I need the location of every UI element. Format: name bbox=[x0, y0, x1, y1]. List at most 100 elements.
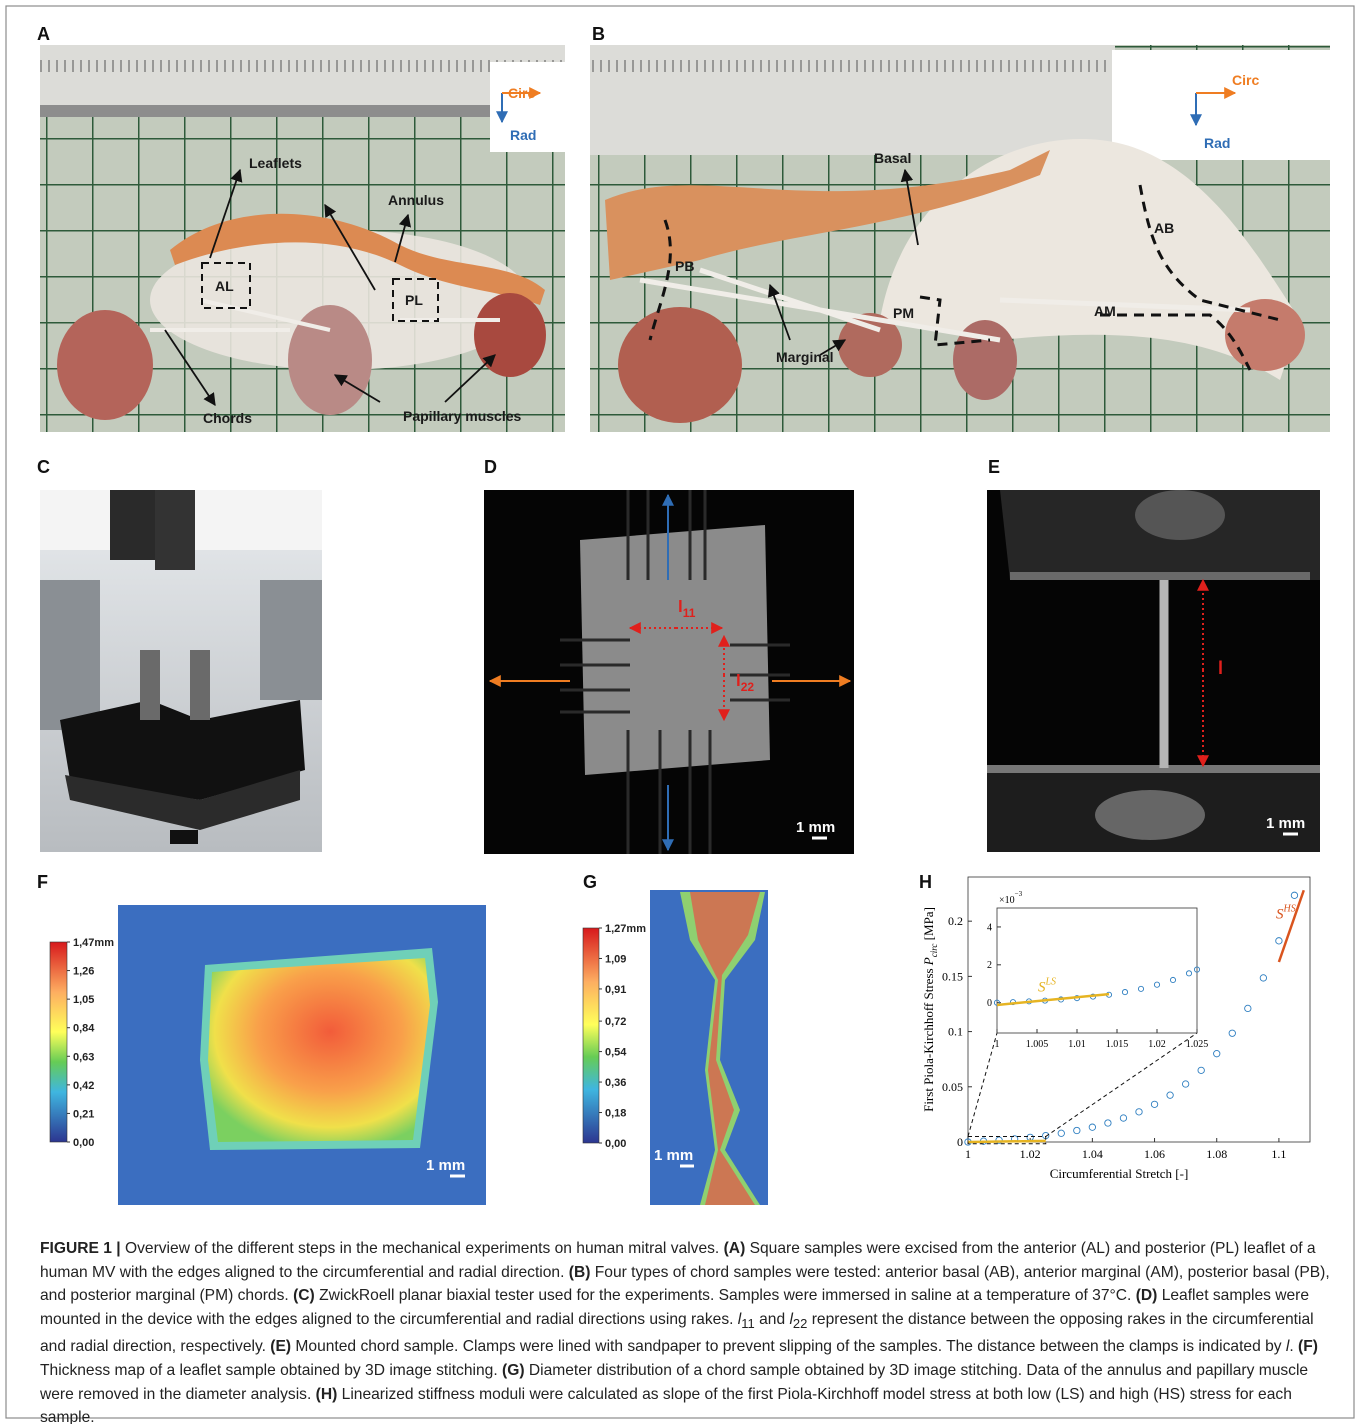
photo-shape bbox=[57, 310, 153, 420]
annotation: Annulus bbox=[388, 192, 444, 208]
photo-shape bbox=[190, 650, 210, 720]
photo-d bbox=[484, 490, 854, 854]
plot-frame bbox=[997, 908, 1197, 1033]
panel-label: C bbox=[37, 457, 50, 477]
x-tick-label: 1.015 bbox=[1106, 1039, 1129, 1050]
annotation: Marginal bbox=[776, 349, 834, 365]
photo-shape bbox=[1095, 790, 1205, 840]
caption-part-label: (C) bbox=[293, 1287, 315, 1304]
axis-title-part: First Piola-Kirchhoff Stress bbox=[921, 965, 936, 1112]
annotation: Papillary muscles bbox=[403, 408, 522, 424]
colorbar-label: 1,09 bbox=[605, 953, 626, 965]
x-axis-title: Circumferential Stretch [-] bbox=[1050, 1166, 1189, 1181]
caption-text: ZwickRoell planar biaxial tester used fo… bbox=[319, 1287, 1131, 1304]
colorbar-label: 0,63 bbox=[73, 1051, 94, 1063]
photo-shape bbox=[987, 765, 1320, 773]
annotation: Basal bbox=[874, 150, 911, 166]
annotation: Circ bbox=[1232, 72, 1259, 88]
figure-page: A B C D E F G H Circ Rad Leaflets Annulu… bbox=[0, 0, 1360, 1424]
x-tick-label: 1.02 bbox=[1148, 1039, 1166, 1050]
photo-shape bbox=[1010, 572, 1310, 580]
colorbar-label: 0,00 bbox=[73, 1137, 94, 1149]
caption-text: 11 bbox=[741, 1316, 755, 1331]
x-tick-label: 1.1 bbox=[1271, 1147, 1286, 1161]
panel-label: A bbox=[37, 24, 50, 44]
x-tick-label: 1.02 bbox=[1020, 1147, 1041, 1161]
x-tick-label: 1.06 bbox=[1144, 1147, 1165, 1161]
x-tick-label: 1.01 bbox=[1068, 1039, 1086, 1050]
scale-bar-label: 1 mm bbox=[426, 1157, 465, 1174]
colorbar-label: 0,54 bbox=[605, 1047, 627, 1059]
fit-line bbox=[968, 1141, 1046, 1142]
caption-part-label: (G) bbox=[502, 1362, 525, 1379]
caption-part-label: (E) bbox=[270, 1338, 291, 1355]
colorbar-label: 1,05 bbox=[73, 994, 94, 1006]
panel-label: H bbox=[919, 872, 932, 892]
annotation: PL bbox=[405, 292, 423, 308]
colorbar-label: 0,84 bbox=[73, 1023, 95, 1035]
x-tick-label: 1.005 bbox=[1026, 1039, 1049, 1050]
annotation: Circ bbox=[508, 85, 535, 101]
x-tick-label: 1.04 bbox=[1082, 1147, 1103, 1161]
scale-bar-label: 1 mm bbox=[796, 819, 835, 836]
panel-label: G bbox=[583, 872, 597, 892]
caption-text: Thickness map of a leaflet sample obtain… bbox=[40, 1362, 498, 1379]
panel-label: D bbox=[484, 457, 497, 477]
label-sup: HS bbox=[1283, 903, 1296, 914]
colorbar-label: 1,47mm bbox=[73, 937, 114, 949]
caption-text: . bbox=[1289, 1338, 1293, 1355]
colorbar-label: 0,00 bbox=[605, 1138, 626, 1150]
label-sup: LS bbox=[1044, 977, 1056, 988]
y-tick-label: 0 bbox=[987, 998, 992, 1009]
colorbar-label: 1,26 bbox=[73, 966, 94, 978]
annotation: Rad bbox=[510, 127, 536, 143]
caption-text: Mounted chord sample. Clamps were lined … bbox=[295, 1338, 1285, 1355]
x-tick-label: 1.08 bbox=[1206, 1147, 1227, 1161]
caption-text: and bbox=[755, 1311, 790, 1328]
y-tick-label: 4 bbox=[987, 922, 992, 933]
photo-shape bbox=[260, 580, 322, 700]
annotation: PM bbox=[893, 305, 914, 321]
caption-intro: Overview of the different steps in the m… bbox=[125, 1240, 719, 1257]
annotation: Leaflets bbox=[249, 155, 302, 171]
photo-shape bbox=[140, 650, 160, 720]
photo-a bbox=[40, 45, 565, 432]
photo-shape bbox=[40, 105, 490, 117]
photo-shape bbox=[110, 490, 160, 560]
label-sup: −3 bbox=[1015, 890, 1023, 898]
axis-title-part: P bbox=[921, 957, 936, 966]
photo-shape bbox=[580, 525, 770, 775]
y-tick-label: 2 bbox=[987, 960, 992, 971]
caption-text: 22 bbox=[793, 1316, 807, 1331]
y-tick-label: 0.2 bbox=[948, 914, 963, 928]
caption-figure-label: FIGURE 1 | bbox=[40, 1240, 121, 1257]
y-tick-label: 0 bbox=[957, 1135, 963, 1149]
caption-part-label: (A) bbox=[724, 1240, 746, 1257]
colorbar bbox=[50, 942, 67, 1142]
y-tick-label: 0.05 bbox=[942, 1080, 963, 1094]
figure: A B C D E F G H Circ Rad Leaflets Annulu… bbox=[0, 0, 1360, 1424]
panel-label: E bbox=[988, 457, 1000, 477]
axis-title-part: [MPa] bbox=[921, 907, 936, 943]
caption-part-label: (F) bbox=[1298, 1338, 1318, 1355]
photo-shape bbox=[208, 958, 430, 1142]
caption-part-label: (B) bbox=[569, 1264, 591, 1281]
length-label: l bbox=[1218, 658, 1223, 678]
x-tick-label: 1.025 bbox=[1186, 1039, 1209, 1050]
annotation: AL bbox=[215, 278, 234, 294]
colorbar bbox=[583, 928, 599, 1143]
photo-e bbox=[987, 490, 1320, 852]
x-tick-label: 1 bbox=[965, 1147, 971, 1161]
panel-label: B bbox=[592, 24, 605, 44]
photo-shape bbox=[1135, 490, 1225, 540]
annotation: Rad bbox=[1204, 135, 1230, 151]
colorbar-label: 0,91 bbox=[605, 984, 626, 996]
colorbar-label: 0,21 bbox=[73, 1108, 94, 1120]
colorbar-label: 0,36 bbox=[605, 1077, 626, 1089]
photo-shape bbox=[40, 580, 100, 730]
colorbar-label: 0,18 bbox=[605, 1108, 626, 1120]
colorbar-label: 0,42 bbox=[73, 1080, 94, 1092]
y-tick-label: 0.1 bbox=[948, 1025, 963, 1039]
axis-title-part: circ bbox=[929, 944, 939, 958]
annotation: AM bbox=[1094, 303, 1116, 319]
